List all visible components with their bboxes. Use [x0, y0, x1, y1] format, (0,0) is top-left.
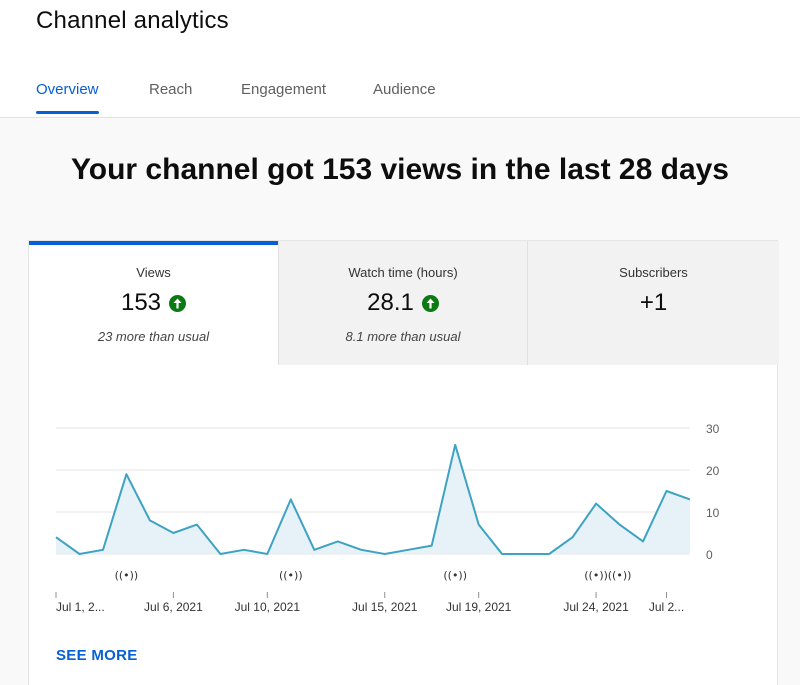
- x-tick-label: Jul 10, 2021: [235, 600, 301, 614]
- data-point: [171, 531, 175, 535]
- data-point: [665, 489, 669, 493]
- tab-overview[interactable]: Overview: [36, 81, 99, 98]
- data-point: [195, 523, 199, 527]
- views-line: [55, 443, 691, 555]
- metric-number: 153: [120, 289, 162, 316]
- metric-value: 28.1: [279, 289, 527, 317]
- metric-value: 153: [29, 289, 278, 317]
- data-point: [524, 552, 528, 556]
- metric-number: 28.1: [367, 289, 414, 316]
- y-tick-label: 30: [706, 422, 720, 436]
- arrow-up-icon: [169, 294, 187, 312]
- data-point: [477, 523, 481, 527]
- x-tick-label: Jul 1, 2...: [56, 600, 105, 614]
- data-point: [78, 552, 82, 556]
- data-point: [148, 518, 152, 522]
- data-point: [54, 535, 58, 539]
- metric-note: 8.1 more than usual: [345, 329, 461, 344]
- metrics-card: Views 153 23 more than usual Watch time …: [28, 240, 779, 685]
- data-point: [218, 552, 222, 556]
- data-point: [547, 552, 551, 556]
- active-tab-indicator: [36, 111, 99, 114]
- x-tick-label: Jul 19, 2021: [446, 600, 512, 614]
- metric-number: +1: [639, 289, 668, 316]
- metric-label: Watch time (hours): [348, 265, 458, 280]
- data-point: [594, 502, 598, 506]
- data-point: [265, 552, 269, 556]
- live-stream-icon: ((•)): [608, 569, 632, 582]
- data-point: [453, 443, 457, 447]
- y-tick-label: 10: [706, 506, 720, 520]
- data-point: [571, 535, 575, 539]
- data-point: [312, 548, 316, 552]
- live-stream-icon: ((•)): [584, 569, 608, 582]
- data-point: [618, 523, 622, 527]
- data-point: [688, 497, 692, 501]
- x-tick-label: Jul 15, 2021: [352, 600, 418, 614]
- data-point: [383, 552, 387, 556]
- data-point: [336, 539, 340, 543]
- data-point: [101, 548, 105, 552]
- tab-audience[interactable]: Audience: [373, 81, 436, 98]
- data-point: [406, 548, 410, 552]
- views-area: [56, 444, 690, 554]
- metric-subscribers[interactable]: Subscribers +1: [528, 241, 779, 365]
- metric-views[interactable]: Views 153 23 more than usual: [29, 241, 278, 365]
- x-tick-label: Jul 2...: [649, 600, 684, 614]
- arrow-up-icon: [421, 294, 439, 312]
- header: Channel analytics: [0, 0, 800, 38]
- live-stream-icon: ((•)): [443, 569, 467, 582]
- data-point: [641, 539, 645, 543]
- metric-label: Subscribers: [619, 265, 688, 280]
- live-stream-icon: ((•)): [115, 569, 139, 582]
- metric-label: Views: [136, 265, 171, 280]
- data-point: [500, 552, 504, 556]
- y-tick-label: 0: [706, 548, 713, 562]
- metric-watch-time[interactable]: Watch time (hours) 28.1 8.1 more than us…: [278, 241, 528, 365]
- live-stream-icon: ((•)): [279, 569, 303, 582]
- x-tick-label: Jul 6, 2021: [144, 600, 203, 614]
- summary-headline: Your channel got 153 views in the last 2…: [70, 153, 729, 186]
- data-point: [124, 472, 128, 476]
- data-point: [242, 548, 246, 552]
- page-title: Channel analytics: [36, 7, 229, 34]
- tab-engagement[interactable]: Engagement: [241, 81, 327, 98]
- data-point: [430, 544, 434, 548]
- metric-value: +1: [528, 289, 779, 317]
- tab-reach[interactable]: Reach: [149, 81, 193, 98]
- tab-bar: Overview Reach Engagement Audience: [0, 38, 800, 118]
- x-tick-label: Jul 24, 2021: [563, 600, 629, 614]
- see-more-link[interactable]: SEE MORE: [56, 647, 138, 664]
- y-tick-label: 20: [706, 464, 720, 478]
- metric-note: 23 more than usual: [97, 329, 210, 344]
- data-point: [359, 548, 363, 552]
- data-point: [289, 497, 293, 501]
